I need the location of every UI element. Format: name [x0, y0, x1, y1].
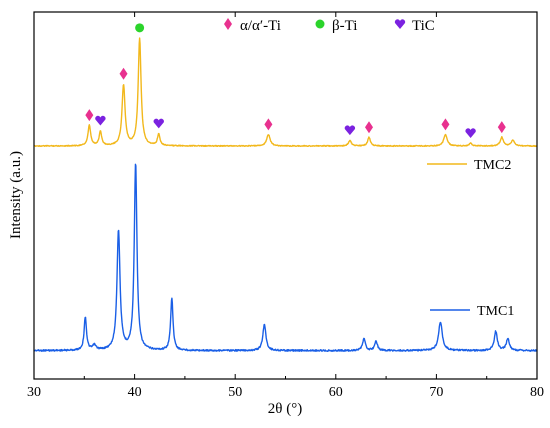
x-tick-label: 60: [329, 385, 343, 400]
series-legend: TMC1 TMC2: [427, 158, 514, 319]
legend-marker-heart: [394, 19, 406, 29]
legend-label-tmc1: TMC1: [477, 304, 514, 319]
legend-label-tmc2: TMC2: [474, 158, 511, 173]
series-line-tmc1: [33, 163, 538, 352]
plot-frame: [33, 11, 538, 380]
phase-marker-diamond: [441, 118, 450, 131]
series-layer: [33, 37, 538, 352]
phase-marker-diamond: [119, 67, 128, 80]
phase-marker-diamond: [497, 121, 506, 134]
phase-markers: [85, 23, 506, 138]
phase-marker-circle: [135, 23, 145, 33]
x-tick-label: 80: [530, 385, 544, 400]
y-axis-label: Intensity (a.u.): [8, 151, 24, 239]
phase-marker-diamond: [264, 118, 273, 131]
x-tick-label: 50: [228, 385, 242, 400]
phase-marker-heart: [95, 115, 106, 126]
legend-marker-diamond: [224, 18, 232, 30]
legend-label-diamond: α/α′-Ti: [240, 18, 281, 34]
phase-marker-heart: [344, 125, 356, 136]
legend-marker-circle: [315, 19, 325, 29]
phase-marker-heart: [153, 118, 164, 129]
x-tick-label: 70: [429, 385, 443, 400]
series-line-tmc2: [33, 37, 538, 148]
x-tick-label: 40: [128, 385, 142, 400]
phase-legend: α/α′-Ti β-Ti TiC: [224, 18, 435, 34]
x-axis: 30 40 50 60 70 80: [27, 12, 544, 400]
x-tick-label: 30: [27, 385, 41, 400]
phase-marker-heart: [465, 128, 476, 138]
phase-marker-diamond: [364, 121, 373, 134]
phase-marker-diamond: [85, 109, 94, 122]
x-axis-label: 2θ (°): [268, 401, 302, 417]
legend-label-circle: β-Ti: [332, 18, 357, 34]
legend-label-heart: TiC: [412, 18, 435, 34]
